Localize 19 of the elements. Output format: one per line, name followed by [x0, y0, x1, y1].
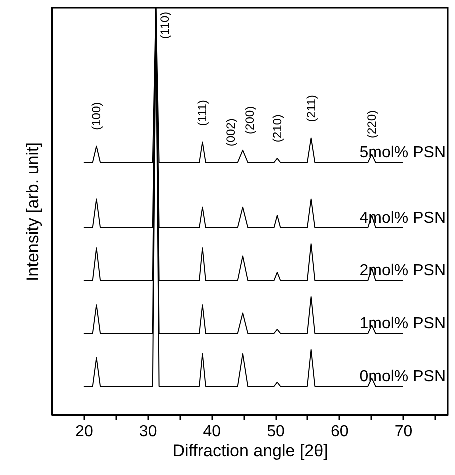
- x-tick-label: 20: [76, 424, 94, 440]
- annotation: (220): [364, 110, 379, 139]
- series-label: 0mol% PSN: [360, 368, 446, 386]
- x-tick-label: 60: [331, 424, 349, 440]
- x-tick-label: 70: [394, 424, 413, 440]
- annotation: (111): [196, 100, 210, 126]
- y-axis-title: Intensity [arb. unit]: [24, 142, 42, 282]
- annotation: (002): [224, 118, 238, 147]
- annotation: (211): [304, 95, 318, 122]
- annotation: (200): [242, 106, 257, 134]
- x-axis-title: Diffraction angle [2θ]: [172, 442, 328, 460]
- series-label: 1mol% PSN: [360, 316, 446, 333]
- annotation: (110): [158, 12, 172, 40]
- annotation: (100): [90, 102, 104, 130]
- series-label: 5mol% PSN: [360, 144, 446, 162]
- x-tick-label: 30: [139, 424, 158, 440]
- x-tick-label: 40: [203, 424, 222, 440]
- annotation: (210): [270, 114, 284, 143]
- x-tick-label: 50: [267, 424, 286, 440]
